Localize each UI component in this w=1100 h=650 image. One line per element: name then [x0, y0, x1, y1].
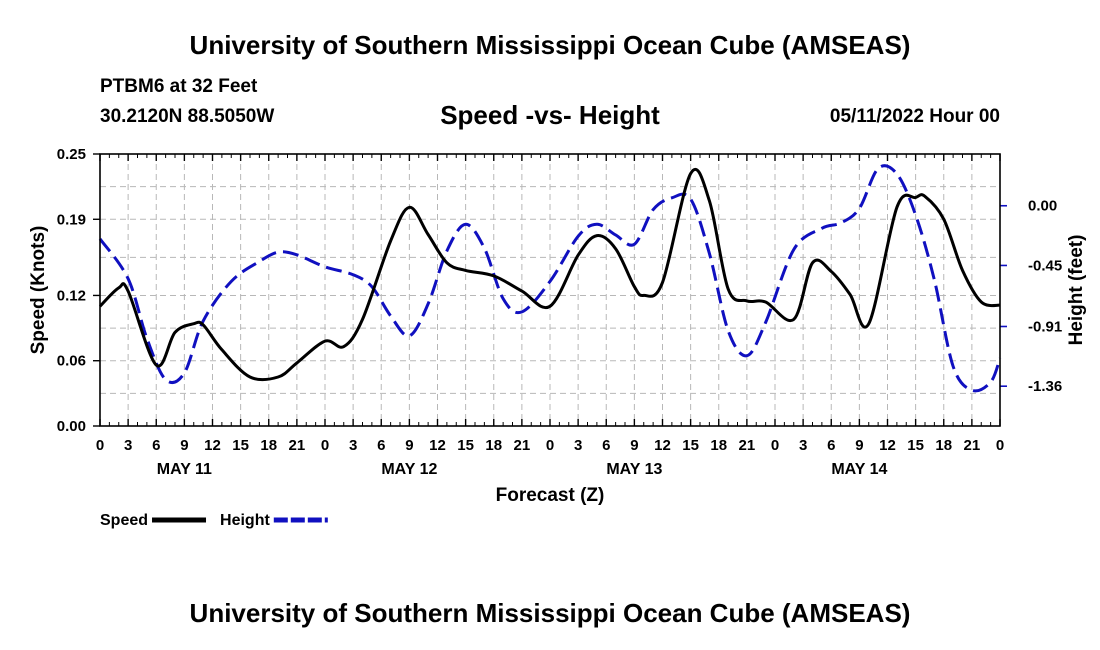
x-tick-label: 18: [260, 437, 277, 454]
x-tick-label: 21: [739, 437, 756, 454]
x-tick-label: 3: [124, 437, 132, 454]
x-tick-label: 3: [574, 437, 582, 454]
day-label: MAY 11: [157, 461, 212, 478]
y2-tick-label: 0.00: [1028, 198, 1057, 215]
y2-tick-label: -1.36: [1028, 378, 1062, 395]
x-tick-label: 3: [349, 437, 357, 454]
x-tick-label: 18: [710, 437, 727, 454]
x-tick-label: 9: [405, 437, 413, 454]
legend-label-height: Height: [220, 512, 270, 529]
legend-label-speed: Speed: [100, 512, 148, 529]
x-tick-label: 15: [907, 437, 924, 454]
x-tick-label: 0: [96, 437, 104, 454]
y2-tick-label: -0.45: [1028, 257, 1062, 274]
x-tick-label: 9: [180, 437, 188, 454]
x-tick-label: 21: [289, 437, 306, 454]
day-label: MAY 13: [606, 461, 662, 478]
grid-lines: [100, 154, 1000, 426]
y2-axis-label: Height (feet): [1066, 235, 1087, 346]
x-tick-label: 6: [377, 437, 385, 454]
x-tick-label: 3: [799, 437, 807, 454]
speed-series-line: [98, 167, 1001, 382]
x-tick-label: 6: [827, 437, 835, 454]
y-tick-label: 0.19: [57, 211, 86, 228]
x-tick-label: 6: [152, 437, 160, 454]
x-tick-label: 12: [429, 437, 446, 454]
x-tick-label: 0: [321, 437, 329, 454]
y-axis-label: Speed (Knots): [28, 226, 49, 355]
x-tick-label: 0: [546, 437, 554, 454]
x-tick-label: 21: [514, 437, 531, 454]
x-tick-label: 12: [204, 437, 221, 454]
x-tick-label: 0: [771, 437, 779, 454]
station-label: PTBM6 at 32 Feet: [100, 76, 258, 97]
footer-title: University of Southern Mississippi Ocean…: [189, 598, 911, 628]
day-label: MAY 14: [831, 461, 887, 478]
series-layer: [98, 164, 1002, 393]
x-tick-label: 15: [682, 437, 699, 454]
chart-legend: Speed Height: [100, 512, 328, 529]
tick-labels: 0 3 6 9 12 15 18 21 0 3 6 9 12 15 18 21 0 3 6 9 12 15 18 21 0 3 6 9…: [57, 146, 1062, 478]
chart-main-title: University of Southern Mississippi Ocean…: [189, 30, 911, 60]
x-tick-label: 9: [630, 437, 638, 454]
y-tick-label: 0.00: [57, 418, 86, 435]
height-series-line: [98, 164, 1002, 393]
x-tick-label: 18: [485, 437, 502, 454]
speed-height-chart: 0 3 6 9 12 15 18 21 0 3 6 9 12 15 18 21 0 3 6 9 12 15 18 21 0 3 6 9…: [28, 146, 1087, 529]
x-tick-label: 15: [232, 437, 249, 454]
x-tick-label: 18: [935, 437, 952, 454]
x-tick-label: 0: [996, 437, 1004, 454]
x-tick-label: 21: [964, 437, 981, 454]
x-tick-label: 12: [654, 437, 671, 454]
y-tick-label: 0.12: [57, 287, 86, 304]
plot-frame: [99, 153, 1001, 427]
forecast-datetime: 05/11/2022 Hour 00: [829, 106, 1000, 127]
day-label: MAY 12: [381, 461, 437, 478]
y-tick-label: 0.06: [57, 353, 86, 370]
station-coordinates: 30.2120N 88.5050W: [100, 106, 275, 127]
x-tick-label: 9: [855, 437, 863, 454]
y2-tick-label: -0.91: [1028, 318, 1062, 335]
x-tick-label: 15: [457, 437, 474, 454]
x-tick-label: 12: [879, 437, 896, 454]
x-tick-label: 6: [602, 437, 610, 454]
chart-subtitle: Speed -vs- Height: [440, 100, 660, 130]
x-axis-label: Forecast (Z): [496, 485, 605, 506]
y-tick-label: 0.25: [57, 146, 86, 163]
